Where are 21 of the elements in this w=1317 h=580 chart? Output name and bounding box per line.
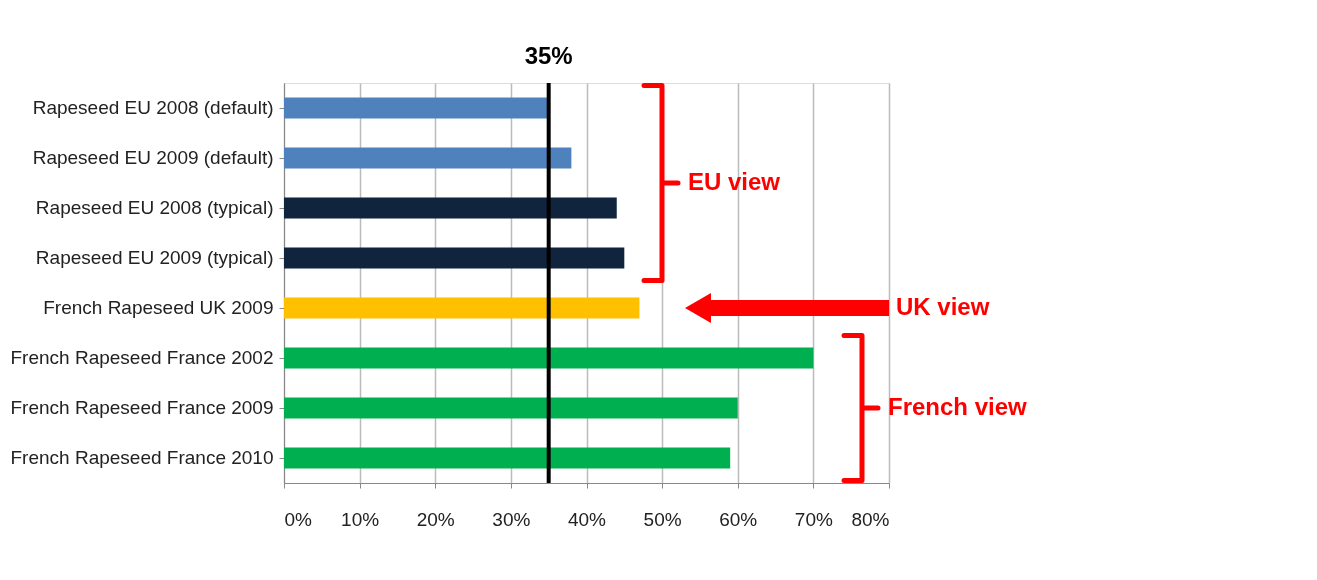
x-tick-label: 60% xyxy=(719,508,758,530)
x-tick-label: 0% xyxy=(284,508,313,530)
y-tick-label: Rapeseed EU 2008 (default) xyxy=(32,97,274,118)
x-tick-label: 10% xyxy=(341,508,380,530)
x-tick-label: 80% xyxy=(851,508,890,530)
y-tick-label: Rapeseed EU 2009 (default) xyxy=(32,147,274,168)
ref-line-label: 35% xyxy=(524,42,573,69)
y-tick-label: French Rapeseed France 2009 xyxy=(10,397,274,418)
y-tick-label: Rapeseed EU 2008 (typical) xyxy=(35,197,274,218)
x-tick-label: 70% xyxy=(794,508,833,530)
y-tick-label: Rapeseed EU 2009 (typical) xyxy=(35,247,274,268)
y-tick-label: French Rapeseed France 2002 xyxy=(10,347,274,368)
y-tick-label: French Rapeseed UK 2009 xyxy=(43,297,274,318)
text: UK view xyxy=(896,293,990,320)
x-tick-label: 20% xyxy=(416,508,455,530)
annotation: French view xyxy=(888,393,1028,420)
annotation: EU view xyxy=(688,168,781,195)
y-tick-label: French Rapeseed France 2010 xyxy=(10,447,274,468)
x-tick-label: 40% xyxy=(567,508,607,530)
x-tick-label: 50% xyxy=(643,508,682,530)
x-tick-label: 30% xyxy=(492,508,531,530)
